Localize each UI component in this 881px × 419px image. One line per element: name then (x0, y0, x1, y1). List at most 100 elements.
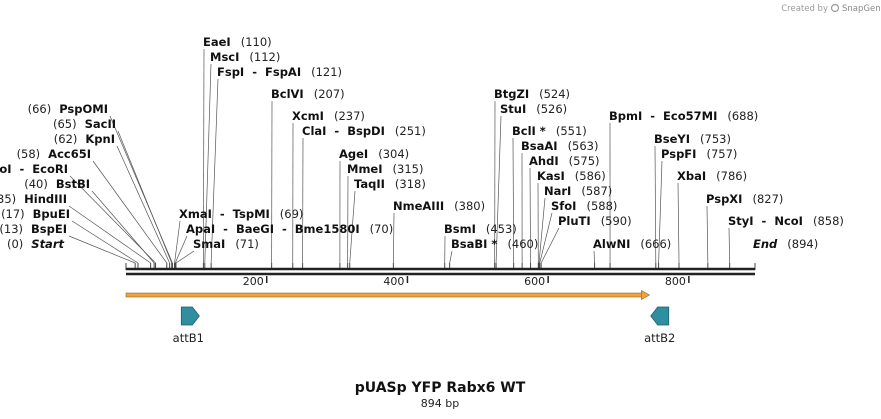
site-position-pspomi: (66) (28, 102, 52, 116)
site-label-bsmi: BsmI (444, 222, 476, 236)
leader-bpuei (71, 220, 139, 264)
site-label-mmei: MmeI (347, 162, 383, 176)
site-position-pspxi: (827) (752, 192, 783, 206)
leader-eaei (203, 48, 205, 264)
site-label-fspi-fspai: FspI - FspAI (217, 65, 301, 79)
site-position-hindiii: (35) (0, 192, 16, 206)
site-label-stui: StuI (500, 102, 526, 116)
site-label-bcli: BclI * (512, 124, 546, 138)
ruler: 200 400 600 800 (243, 275, 690, 288)
site-label-hindiii: HindIII (24, 192, 67, 206)
site-label-sfoi: SfoI (551, 199, 576, 213)
site-label-bspei: BspEI (31, 222, 67, 236)
site-position-bspei: (13) (0, 222, 23, 236)
site-label-apoi-ecori: ApoI - EcoRI (0, 162, 68, 176)
site-label-bclvi: BclVI (271, 87, 304, 101)
site-position-btgzi: (524) (539, 87, 570, 101)
leader-xbai (677, 182, 680, 264)
site-label-kasi: KasI (537, 169, 565, 183)
site-position-agei: (304) (378, 147, 409, 161)
leader-bspei (68, 235, 136, 264)
site-label-start: Start (31, 237, 64, 251)
site-position-apai-baegi-bme1580i: (70) (370, 222, 394, 236)
orf-arrow-shaft (125, 292, 643, 298)
site-label-xcmi: XcmI (292, 109, 324, 123)
site-position-kasi: (586) (575, 169, 606, 183)
leader-xmai-tspmi (174, 220, 181, 264)
orf-arrow (125, 289, 651, 301)
leader-pluti (540, 227, 560, 264)
site-label-nari: NarI (544, 184, 571, 198)
site-labels: Start (0) BspEI (13) BpuEI (17)HindIII (35) Bst… (0, 35, 844, 251)
site-position-msci: (112) (249, 50, 280, 64)
site-label-bsaai: BsaAI (521, 139, 558, 153)
snapgene-logo-icon (830, 3, 840, 13)
leader-fspi-fspai (210, 78, 219, 264)
feature-attb1-label: attB1 (173, 331, 204, 345)
site-position-start: (0) (7, 237, 23, 251)
site-position-bpmi-eco57mi: (688) (727, 109, 758, 123)
site-position-sacii: (65) (53, 117, 77, 131)
ruler-label-200: 200 (243, 275, 264, 288)
site-label-bseyi: BseYI (654, 132, 690, 146)
leader-msci (204, 63, 212, 264)
site-label-end: End (753, 237, 778, 251)
site-label-agei: AgeI (339, 147, 368, 161)
leader-pspomi (109, 115, 173, 264)
leader-pspfi (658, 160, 663, 264)
site-label-pspomi: PspOMI (59, 102, 108, 116)
site-position-bpuei: (17) (1, 207, 25, 221)
features: attB1 attB2 (173, 306, 675, 345)
site-label-pspfi: PspFI (661, 147, 696, 161)
site-label-clai-bspdi: ClaI - BspDI (302, 124, 385, 138)
leader-bseyi (654, 145, 657, 264)
ruler-label-600: 600 (524, 275, 545, 288)
site-position-pluti: (590) (601, 214, 632, 228)
site-position-bstbi: (40) (24, 177, 48, 191)
sequence-backbone (126, 267, 755, 276)
site-position-pspfi: (757) (706, 147, 737, 161)
site-label-nmeaiii: NmeAIII (393, 199, 444, 213)
site-position-bsaai: (563) (568, 139, 599, 153)
site-position-end: (894) (787, 237, 818, 251)
leader-hindiii (68, 205, 151, 264)
leader-smai (175, 250, 195, 264)
leader-bsabi (449, 250, 453, 264)
leader-taqii (349, 190, 356, 264)
site-label-styi-ncoi: StyI - NcoI (728, 214, 803, 228)
leader-apoi-ecori (69, 175, 156, 264)
credit-brand: SnapGene (842, 4, 881, 14)
site-label-pluti: PluTI (558, 214, 591, 228)
site-position-ahdi: (575) (569, 154, 600, 168)
leader-ahdi (529, 167, 531, 264)
leader-bcli (512, 137, 515, 264)
site-position-bclvi: (207) (314, 87, 345, 101)
site-position-styi-ncoi: (858) (813, 214, 844, 228)
feature-attb1-arrow (180, 306, 200, 326)
site-position-acc65i: (58) (17, 147, 41, 161)
site-position-stui: (526) (536, 102, 567, 116)
site-label-msci: MscI (210, 50, 239, 64)
site-label-xbai: XbaI (677, 169, 706, 183)
site-position-nmeaiii: (380) (454, 199, 485, 213)
leader-acc65i (92, 160, 168, 264)
leader-alwni (593, 250, 595, 264)
site-position-sfoi: (588) (586, 199, 617, 213)
site-label-bstbi: BstBI (56, 177, 90, 191)
leader-pspxi (706, 205, 709, 264)
leader-nmeaiii (393, 212, 395, 264)
site-position-xbai: (786) (716, 169, 747, 183)
site-label-acc65i: Acc65I (48, 147, 91, 161)
site-label-smai: SmaI (193, 237, 225, 251)
site-position-smai: (71) (235, 237, 259, 251)
leader-sfoi (539, 212, 553, 264)
ruler-label-800: 800 (665, 275, 686, 288)
plasmid-title: pUASp YFP Rabx6 WT (355, 380, 526, 396)
site-position-bseyi: (753) (700, 132, 731, 146)
site-position-kpni: (62) (54, 132, 78, 146)
site-position-mmei: (315) (393, 162, 424, 176)
site-position-xcmi: (237) (334, 109, 365, 123)
leader-stui (495, 115, 502, 264)
site-label-apai-baegi-bme1580i: ApaI - BaeGI - Bme1580I (186, 222, 360, 236)
